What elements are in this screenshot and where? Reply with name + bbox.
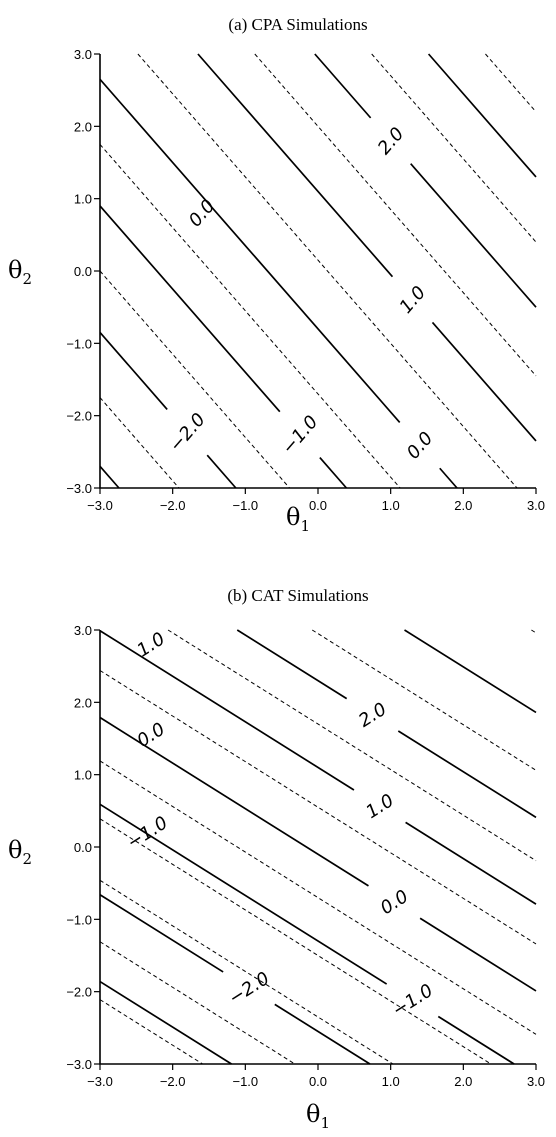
contour-line xyxy=(311,629,537,771)
contour-line xyxy=(99,465,120,489)
contour-line xyxy=(99,803,388,985)
contour-line xyxy=(431,321,537,442)
contour-line xyxy=(99,879,394,1065)
contour-line xyxy=(254,53,537,377)
contour-lines: −2.0 −1.00.01.02.01.00.0−1.0 xyxy=(99,628,537,1065)
contour-label: −1.0 xyxy=(278,412,322,459)
contour-line xyxy=(439,467,458,489)
contour-line xyxy=(410,163,537,308)
y-tick-label: 3.0 xyxy=(74,47,92,62)
x-axis-label: θ1 xyxy=(306,1100,330,1132)
x-tick-label: −2.0 xyxy=(160,498,186,513)
x-tick-label: 1.0 xyxy=(382,1074,400,1089)
contour-label: −1.0 xyxy=(123,812,171,853)
contour-line xyxy=(99,999,203,1065)
contour-line xyxy=(437,1015,515,1065)
x-tick-label: 3.0 xyxy=(527,1074,545,1089)
y-tick-label: 1.0 xyxy=(74,768,92,783)
contour-line xyxy=(167,629,537,862)
contour-line xyxy=(197,53,394,278)
contour-line xyxy=(99,716,369,887)
x-axis-label: θ1 xyxy=(286,503,310,535)
x-tick-label: 2.0 xyxy=(454,1074,472,1089)
y-tick-label: 0.0 xyxy=(74,840,92,855)
contour-line xyxy=(137,53,518,489)
contour-line xyxy=(314,53,372,119)
contour-label: 2.0 xyxy=(355,699,390,732)
contour-line xyxy=(99,894,224,973)
chart-title: (b) CAT Simulations xyxy=(227,586,368,605)
x-tick-label: −3.0 xyxy=(87,1074,113,1089)
contour-line xyxy=(427,53,537,178)
x-axis xyxy=(99,630,536,1065)
contour-label: 1.0 xyxy=(133,628,168,661)
contour-line xyxy=(531,629,537,634)
contour-line xyxy=(99,630,355,791)
axis-ticks: −3.0 −2.0 −1.0 0.0 1.0 2.0 3.0 −3.0 −2.0 −1.0 0.0 1… xyxy=(66,623,545,1089)
x-tick-label: 2.0 xyxy=(454,498,472,513)
axis-ticks: −3.0 −2.0 −1.0 0.0 1.0 2.0 3.0 −3.0 −2.0 −1.0 0.0 1… xyxy=(66,47,545,513)
x-tick-label: 0.0 xyxy=(309,1074,327,1089)
y-tick-label: −2.0 xyxy=(66,409,92,424)
x-tick-label: −3.0 xyxy=(87,498,113,513)
contour-label: 0.0 xyxy=(133,719,168,752)
contour-line xyxy=(99,760,537,1035)
contour-label: 2.0 xyxy=(374,123,409,158)
contour-line xyxy=(99,331,168,410)
contour-lines: −2.0 −1.0 0.0 1.0 2.0 0.0 xyxy=(99,53,537,489)
contour-line xyxy=(397,730,537,819)
y-tick-label: −2.0 xyxy=(66,985,92,1000)
contour-line xyxy=(319,457,348,489)
contour-label: −1.0 xyxy=(389,980,437,1021)
y-tick-label: −1.0 xyxy=(66,912,92,927)
y-tick-label: −1.0 xyxy=(66,336,92,351)
x-tick-label: −1.0 xyxy=(232,498,258,513)
y-tick-label: −3.0 xyxy=(66,1057,92,1072)
contour-line xyxy=(99,78,401,423)
y-axis-label: θ2 xyxy=(8,836,32,868)
x-tick-label: −1.0 xyxy=(232,1074,258,1089)
panel-cat-simulations: (b) CAT Simulations −2.0 −1.0 0.0 1.0 2.0 1.0… xyxy=(8,586,545,1132)
contour-label: 0.0 xyxy=(377,886,412,919)
contour-line xyxy=(99,941,296,1065)
y-tick-label: 2.0 xyxy=(74,695,92,710)
contour-line xyxy=(206,454,237,489)
contour-line xyxy=(405,821,537,905)
x-tick-label: 1.0 xyxy=(382,498,400,513)
contour-line xyxy=(485,53,537,113)
contour-line xyxy=(99,670,537,945)
contour-line xyxy=(274,1003,371,1065)
chart-title: (a) CPA Simulations xyxy=(228,15,367,34)
y-axis-label: θ2 xyxy=(8,256,32,288)
contour-line xyxy=(99,980,232,1065)
contour-label: 1.0 xyxy=(362,790,397,823)
contour-line xyxy=(99,205,281,413)
y-tick-label: 0.0 xyxy=(74,264,92,279)
x-tick-label: −2.0 xyxy=(160,1074,186,1089)
contour-line xyxy=(99,397,180,489)
y-tick-label: 2.0 xyxy=(74,119,92,134)
x-tick-label: 0.0 xyxy=(309,498,327,513)
y-tick-label: −3.0 xyxy=(66,481,92,496)
contour-line xyxy=(236,629,348,700)
contour-label: −2.0 xyxy=(165,409,209,456)
contour-line xyxy=(99,270,290,489)
y-tick-label: 1.0 xyxy=(74,192,92,207)
x-tick-label: 3.0 xyxy=(527,498,545,513)
contour-label: 0.0 xyxy=(403,428,438,463)
contour-line xyxy=(419,917,537,992)
panel-cpa-simulations: (a) CPA Simulations −2.0 −1.0 0.0 1.0 2.0 0.0… xyxy=(8,15,545,535)
contour-label: 1.0 xyxy=(396,282,431,317)
contour-label: 0.0 xyxy=(185,196,220,231)
contour-line xyxy=(99,144,401,489)
contour-line xyxy=(99,818,492,1065)
contour-line xyxy=(404,629,537,714)
y-tick-label: 3.0 xyxy=(74,623,92,638)
